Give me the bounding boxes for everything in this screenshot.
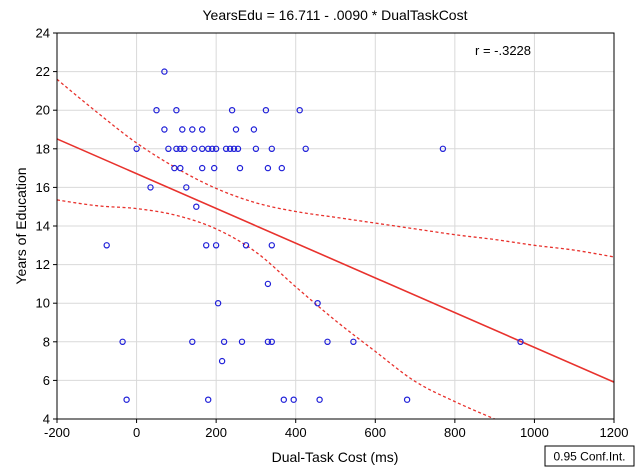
confidence-bands	[57, 79, 614, 419]
y-tick-label: 22	[36, 64, 50, 79]
y-tick-label: 20	[36, 103, 50, 118]
x-tick-label: 1200	[600, 425, 629, 440]
regression-line-layer	[57, 139, 614, 382]
data-point	[317, 397, 322, 402]
data-point	[190, 127, 195, 132]
ci-lower-line	[57, 200, 495, 419]
y-tick-label: 12	[36, 257, 50, 272]
axis-ticks: -200 0 200 400 600 800 1000 1200 4 6 8 10 12 14 16 18 20…	[36, 26, 629, 441]
y-tick-label: 18	[36, 141, 50, 156]
data-point	[279, 166, 284, 171]
data-points	[104, 69, 523, 402]
y-tick-label: 8	[43, 334, 50, 349]
y-tick-label: 14	[36, 219, 50, 234]
y-tick-label: 16	[36, 180, 50, 195]
y-axis-label: Years of Education	[13, 167, 29, 284]
legend-label: 0.95 Conf.Int.	[553, 450, 625, 464]
data-point	[124, 397, 129, 402]
x-axis-label: Dual-Task Cost (ms)	[272, 449, 399, 465]
data-point	[243, 243, 248, 248]
data-point	[269, 243, 274, 248]
y-tick-label: 4	[43, 412, 50, 427]
data-point	[206, 397, 211, 402]
regression-line	[57, 139, 614, 382]
data-point	[281, 397, 286, 402]
ci-upper-line	[57, 79, 614, 257]
data-point	[194, 204, 199, 209]
data-point	[180, 127, 185, 132]
data-point	[251, 127, 256, 132]
y-tick-label: 6	[43, 373, 50, 388]
data-point	[104, 243, 109, 248]
grid-lines	[57, 33, 614, 419]
y-tick-label: 10	[36, 296, 50, 311]
data-point	[265, 166, 270, 171]
correlation-annotation: r = -.3228	[475, 43, 531, 58]
y-tick-label: 24	[36, 26, 50, 41]
data-point	[405, 397, 410, 402]
data-point	[204, 243, 209, 248]
data-point	[233, 127, 238, 132]
data-point	[237, 166, 242, 171]
data-point	[265, 281, 270, 286]
x-tick-label: -200	[44, 425, 70, 440]
x-tick-label: 200	[205, 425, 227, 440]
chart-title: YearsEdu = 16.711 - .0090 * DualTaskCost	[202, 7, 467, 23]
data-point	[220, 359, 225, 364]
data-point	[200, 127, 205, 132]
x-tick-label: 0	[133, 425, 140, 440]
data-point	[178, 166, 183, 171]
x-tick-label: 400	[285, 425, 307, 440]
x-tick-label: 800	[444, 425, 466, 440]
x-tick-label: 1000	[520, 425, 549, 440]
data-point	[200, 166, 205, 171]
x-tick-label: 600	[364, 425, 386, 440]
data-point	[162, 127, 167, 132]
